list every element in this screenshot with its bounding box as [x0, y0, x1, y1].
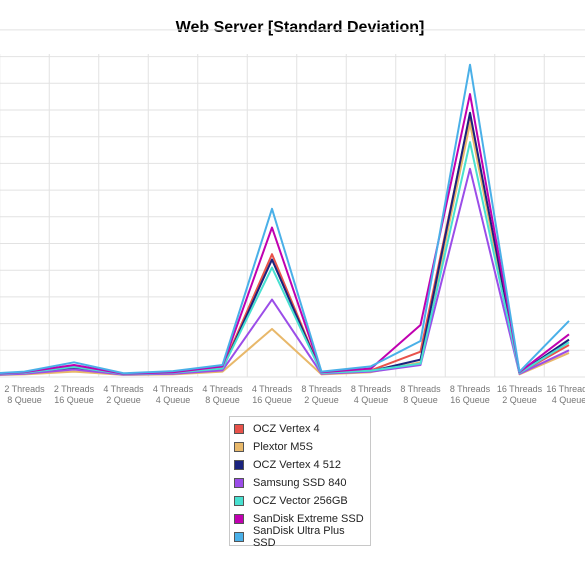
chart-legend: OCZ Vertex 4 Plextor M5S OCZ Vertex 4 512 S… — [229, 416, 371, 549]
x-tick-label: 8 Threads 8 Queue — [400, 384, 441, 405]
x-tick-label: 4 Threads 2 Queue — [103, 384, 144, 405]
x-tick-label: 8 Threads 4 Queue — [351, 384, 392, 405]
x-tick-label: 4 Threads 8 Queue — [202, 384, 243, 405]
legend-label: SanDisk Ultra Plus SSD — [252, 525, 345, 549]
series-line — [0, 122, 570, 376]
legend-swatch — [234, 532, 244, 542]
legend-swatch — [234, 424, 244, 434]
x-tick-label: 8 Threads 2 Queue — [301, 384, 342, 405]
x-tick-label: 16 Threads 2 Queue — [497, 384, 543, 405]
legend-swatch — [234, 514, 244, 524]
legend-item: OCZ Vertex 4 512 — [234, 456, 370, 474]
chart-series-lines — [0, 63, 570, 376]
legend-item: OCZ Vector 256GB — [234, 492, 370, 510]
legend-item: OCZ Vertex 4 — [234, 420, 370, 438]
legend-item: SanDisk Extreme SSD — [234, 510, 370, 528]
legend-swatch — [234, 478, 244, 488]
chart-grid — [0, 29, 585, 378]
legend-item: SanDisk Ultra Plus SSD — [234, 525, 370, 549]
legend-label: Plextor M5S — [253, 441, 313, 453]
legend-item: Samsung SSD 840 — [234, 474, 370, 492]
legend-label: OCZ Vertex 4 — [253, 423, 320, 435]
series-line — [0, 141, 570, 376]
x-tick-label: 2 Threads 16 Queue — [54, 384, 95, 405]
chart-title: Web Server [Standard Deviation] — [175, 19, 425, 36]
legend-label: OCZ Vector 256GB — [253, 495, 348, 507]
x-tick-label: 4 Threads 16 Queue — [252, 384, 293, 405]
x-tick-label: 2 Threads 8 Queue — [4, 384, 45, 405]
series-line — [0, 63, 570, 375]
legend-swatch — [234, 496, 244, 506]
legend-item: Plextor M5S — [234, 438, 370, 456]
legend-label: SanDisk Extreme SSD — [253, 513, 364, 525]
legend-swatch — [234, 460, 244, 470]
series-line — [0, 167, 570, 376]
legend-label: OCZ Vertex 4 512 — [253, 459, 342, 471]
x-tick-label: 8 Threads 16 Queue — [450, 384, 491, 405]
series-line — [0, 93, 570, 375]
legend-label: Samsung SSD 840 — [253, 477, 347, 489]
x-tick-label: 4 Threads 4 Queue — [153, 384, 194, 405]
legend-swatch — [234, 442, 244, 452]
